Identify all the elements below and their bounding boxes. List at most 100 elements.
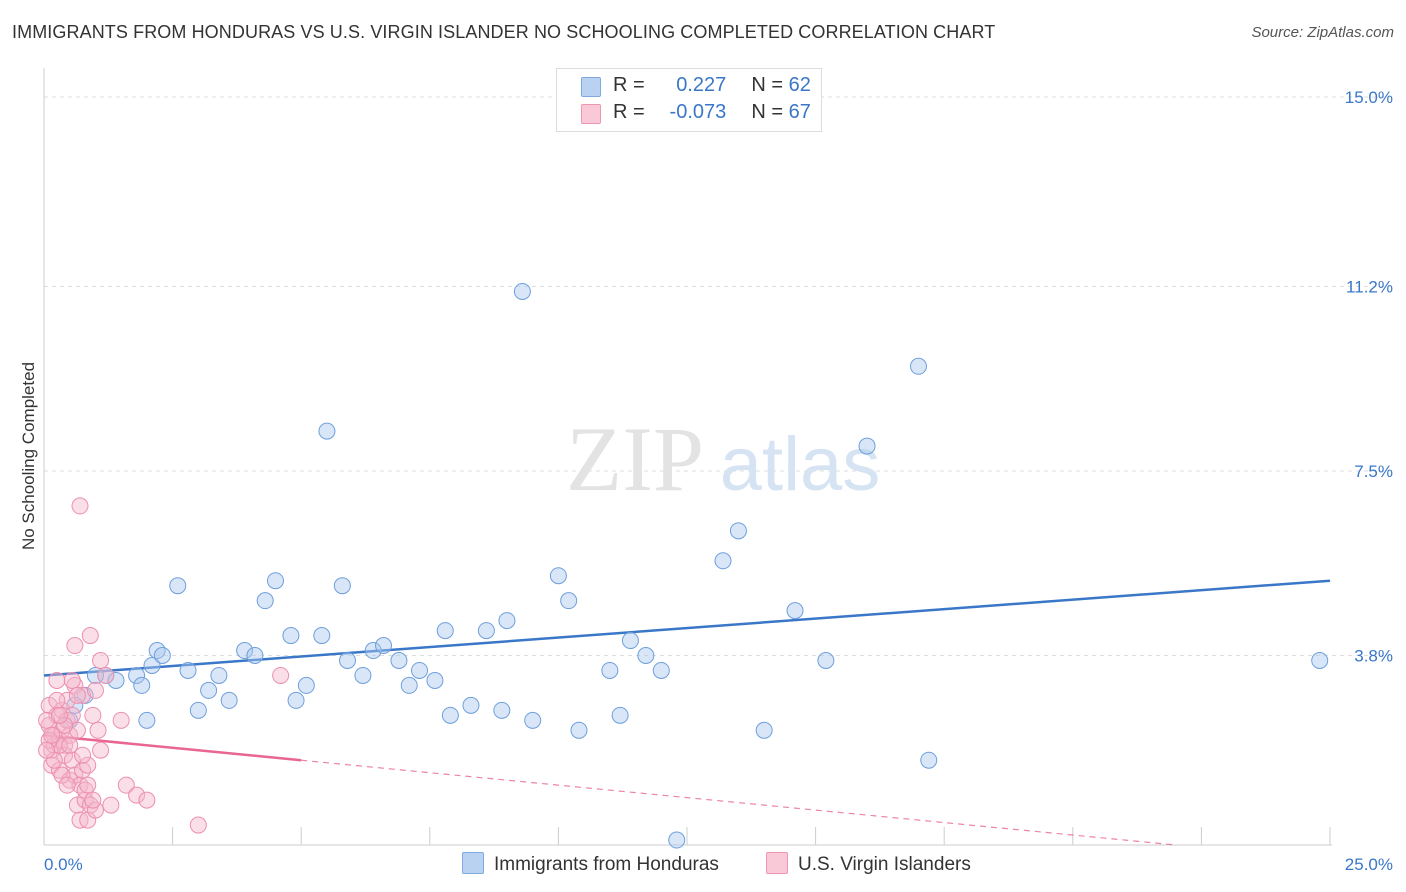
honduras-point — [426, 671, 444, 689]
honduras-trend-line — [43, 579, 1331, 677]
honduras-point — [513, 282, 531, 300]
honduras-point — [375, 637, 393, 655]
honduras-point — [86, 666, 104, 684]
virgin-islander-point — [92, 741, 110, 759]
virgin-islander-point — [272, 666, 290, 684]
virgin-islander-point — [97, 666, 115, 684]
legend-r-label: R = — [613, 74, 645, 96]
legend-r-value: 0.227 — [676, 74, 727, 96]
honduras-point — [729, 522, 747, 540]
legend-n-label: N = — [751, 101, 784, 123]
virgin-islander-point — [63, 751, 81, 769]
source-label: Source: ZipAtlas.com — [1251, 24, 1394, 41]
honduras-point — [909, 357, 927, 375]
bottom-legend-swatch-pink — [766, 852, 788, 874]
honduras-point — [128, 666, 146, 684]
honduras-point — [169, 577, 187, 595]
virgin-islander-point — [117, 776, 135, 794]
honduras-point — [313, 627, 331, 645]
virgin-islander-point — [74, 746, 92, 764]
legend-n-value: 62 — [788, 74, 811, 96]
honduras-point — [266, 572, 284, 590]
honduras-point — [411, 661, 429, 679]
watermark-atlas: atlas — [720, 422, 881, 507]
honduras-point — [236, 642, 254, 660]
honduras-point — [498, 612, 516, 630]
x-tick-label: 25.0% — [1345, 855, 1393, 874]
virgin-islander-point — [74, 686, 92, 704]
honduras-point — [493, 701, 511, 719]
honduras-point — [611, 706, 629, 724]
honduras-point — [338, 651, 356, 669]
y-tick-label: 3.8% — [1354, 647, 1393, 666]
honduras-point — [287, 691, 305, 709]
virgin-islander-point — [48, 671, 66, 689]
virgin-islander-point — [128, 786, 146, 804]
honduras-point — [107, 671, 125, 689]
virgin-islander-point — [68, 686, 86, 704]
honduras-point — [148, 642, 166, 660]
honduras-point — [477, 622, 495, 640]
virgin-islander-point — [50, 706, 68, 724]
watermark-zip: ZIP — [566, 408, 704, 510]
bottom-legend-label: U.S. Virgin Islanders — [798, 854, 971, 875]
legend-n-value: 67 — [788, 101, 811, 123]
honduras-point — [601, 661, 619, 679]
honduras-point — [462, 696, 480, 714]
legend-n-label: N = — [751, 74, 784, 96]
legend-r-label: R = — [613, 101, 645, 123]
y-tick-label: 15.0% — [1345, 88, 1393, 107]
virgin-islander-point — [63, 671, 81, 689]
bottom-legend-honduras: Immigrants from Honduras — [462, 852, 719, 876]
virgin-islander-point — [40, 731, 58, 749]
virgin-islander-point — [92, 651, 110, 669]
virgin-islander-point — [61, 736, 79, 754]
honduras-point — [441, 706, 459, 724]
data-points — [38, 282, 1329, 849]
virgin-islander-point — [66, 637, 84, 655]
trend-lines — [43, 579, 1331, 846]
virgin-islander-point — [89, 721, 107, 739]
honduras-point — [364, 642, 382, 660]
virgin-islander-point — [74, 761, 92, 779]
virgin-islander-point — [58, 691, 76, 709]
y-tick-label: 11.2% — [1346, 277, 1393, 296]
honduras-point — [560, 592, 578, 610]
virgin-islander-point — [68, 721, 86, 739]
virgin-islander-point — [79, 776, 97, 794]
chart-title: IMMIGRANTS FROM HONDURAS VS U.S. VIRGIN … — [12, 22, 996, 42]
legend-swatch-pink — [581, 104, 601, 124]
virgin-islander-point — [189, 816, 207, 834]
honduras-point — [333, 577, 351, 595]
virgin-islander-point — [50, 761, 68, 779]
virgin-islander-point — [81, 796, 99, 814]
legend-swatch-blue — [581, 77, 601, 97]
honduras-point — [652, 661, 670, 679]
honduras-point — [189, 701, 207, 719]
honduras-point — [256, 592, 274, 610]
virgin-islander-point — [112, 711, 130, 729]
virgin-islander-point — [48, 691, 66, 709]
tick-labels: 3.8% 7.5% 11.2% 15.0% 0.0% 25.0% — [44, 88, 1393, 874]
virgin-islander-point — [84, 791, 102, 809]
honduras-point — [179, 661, 197, 679]
virgin-islander-point — [53, 766, 71, 784]
honduras-point — [668, 831, 686, 849]
honduras-point — [436, 622, 454, 640]
virgin-islander-point — [53, 701, 71, 719]
virgin-islander-point — [56, 716, 74, 734]
honduras-point — [714, 552, 732, 570]
honduras-point — [153, 647, 171, 665]
bottom-legend-label: Immigrants from Honduras — [494, 854, 719, 875]
honduras-point — [282, 627, 300, 645]
virgin-islander-point — [86, 681, 104, 699]
grid-lines — [44, 96, 1390, 657]
x-tick-label: 0.0% — [44, 855, 83, 874]
honduras-point — [246, 647, 264, 665]
honduras-point — [1311, 651, 1329, 669]
honduras-point — [200, 681, 218, 699]
honduras-point — [755, 721, 773, 739]
axes — [43, 68, 1332, 846]
y-tick-label: 7.5% — [1354, 462, 1393, 481]
